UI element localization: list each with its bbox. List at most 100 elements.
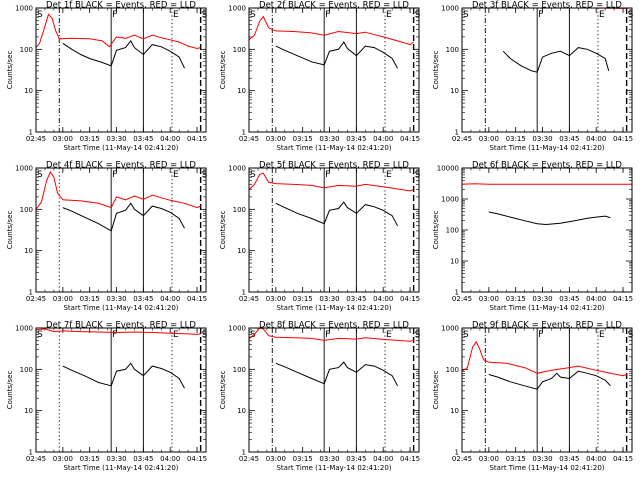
plot-frame [35,7,207,133]
y-axis-title: Counts/sec [432,51,440,90]
series-line-events [275,201,398,227]
panel-title: Det 7f BLACK = Events, RED = LLD [46,321,196,331]
x-tick-label: 02:45 [239,455,259,463]
y-tick-label: 10 [450,87,459,95]
series-line-events [62,362,185,389]
panel-det-3: Det 3f BLACK = Events, RED = LLD 1 10 100 10… [432,1,634,153]
event-marker-label: E [173,330,179,340]
y-axis-title: Counts/sec [219,211,227,250]
plot-frame [248,327,420,453]
x-tick-label: 04:15 [187,135,207,143]
y-tick-label: 1000 [15,5,33,13]
plot-frame [461,167,633,293]
x-tick-label: 04:15 [613,455,633,463]
event-marker-label: S [463,10,469,20]
x-tick-label: 03:45 [559,455,579,463]
y-axis-title: Counts/sec [6,371,14,410]
panel-det-5: Det 5f BLACK = Events, RED = LLD 1 10 100 10… [219,161,421,313]
series-line-lld [462,340,627,377]
event-marker-label: F [112,170,117,180]
x-tick-label: 03:00 [479,135,499,143]
panel-det-4: Det 4f BLACK = Events, RED = LLD 1 10 100 10… [6,161,208,313]
x-tick-label: 02:45 [26,295,46,303]
x-tick-label: 02:45 [26,135,46,143]
y-tick-label: 100 [446,46,459,54]
event-marker-label: F [538,10,543,20]
y-tick-label: 100 [446,366,459,374]
panel-det-8: Det 8f BLACK = Events, RED = LLD 1 10 100 10… [219,321,421,473]
x-tick-label: 03:30 [532,455,552,463]
event-marker-label: S [202,170,208,180]
x-tick-label: 03:00 [479,455,499,463]
y-axis-title: Counts/sec [219,371,227,410]
y-tick-label: 10 [24,87,33,95]
event-marker-label: S [415,170,421,180]
event-marker-label: S [463,330,469,340]
x-tick-label: 04:15 [613,135,633,143]
y-tick-label: 10 [24,247,33,255]
x-tick-label: 03:00 [53,295,73,303]
series-line-lld [36,170,201,210]
event-marker-label: S [202,330,208,340]
panel-det-9: Det 9f BLACK = Events, RED = LLD 1 10 100 10… [432,321,634,473]
series-line-lld [249,172,414,192]
panel-det-2: Det 2f BLACK = Events, RED = LLD 1 10 100 10… [219,1,421,153]
panel-title: Det 3f BLACK = Events, RED = LLD [472,1,622,11]
event-marker-label: S [415,330,421,340]
x-tick-label: 03:30 [319,295,339,303]
event-marker-label: E [599,10,605,20]
x-axis-title: Start Time (11-May-14 02:41:20) [63,144,178,152]
panel-det-1: Det 1f BLACK = Events, RED = LLD 1 10 100 10… [6,1,208,153]
event-marker-label: F [112,330,117,340]
panel-title: Det 8f BLACK = Events, RED = LLD [259,321,409,331]
plot-frame [461,327,633,453]
panel-title: Det 9f BLACK = Events, RED = LLD [472,321,622,331]
y-tick-label: 1000 [441,196,459,204]
series-line-lld [36,328,201,335]
x-tick-label: 03:15 [506,455,526,463]
event-marker-label: E [599,330,605,340]
x-tick-label: 03:00 [53,455,73,463]
x-tick-label: 03:15 [506,295,526,303]
series-line-events [488,211,611,226]
x-tick-label: 03:30 [319,135,339,143]
panel-title: Det 2f BLACK = Events, RED = LLD [259,1,409,11]
y-tick-label: 1000 [228,165,246,173]
x-tick-label: 03:45 [133,455,153,463]
y-tick-label: 1 [242,449,246,457]
event-marker-label: S [250,10,256,20]
y-tick-label: 1 [242,289,246,297]
event-marker-label: F [112,10,117,20]
event-marker-label: S [37,170,43,180]
y-tick-label: 100 [20,206,33,214]
x-tick-label: 02:45 [452,135,472,143]
x-tick-label: 04:15 [400,455,420,463]
event-marker-label: E [386,170,392,180]
x-tick-label: 04:00 [160,135,180,143]
y-tick-label: 10 [450,258,459,266]
series-line-events [502,47,610,73]
event-marker-label: E [173,170,179,180]
x-tick-label: 04:00 [160,295,180,303]
plot-frame [461,7,633,133]
y-tick-label: 10 [237,407,246,415]
x-tick-label: 03:45 [346,295,366,303]
x-tick-label: 04:15 [400,135,420,143]
event-marker-label: F [325,330,330,340]
x-tick-label: 03:15 [293,295,313,303]
y-tick-label: 1 [29,289,33,297]
y-axis-title: Counts/sec [219,51,227,90]
plot-frame [248,167,420,293]
y-tick-label: 100 [233,366,246,374]
y-tick-label: 1 [29,129,33,137]
panel-det-6: Det 6f BLACK = Events, RED = LLD 1 10 100 10… [432,161,633,313]
event-marker-label: S [415,10,421,20]
plot-frame [35,327,207,453]
x-tick-label: 04:15 [187,295,207,303]
x-tick-label: 04:00 [373,455,393,463]
y-tick-label: 1 [242,129,246,137]
series-line-events [275,41,398,69]
x-tick-label: 04:15 [400,295,420,303]
x-tick-label: 04:00 [586,455,606,463]
